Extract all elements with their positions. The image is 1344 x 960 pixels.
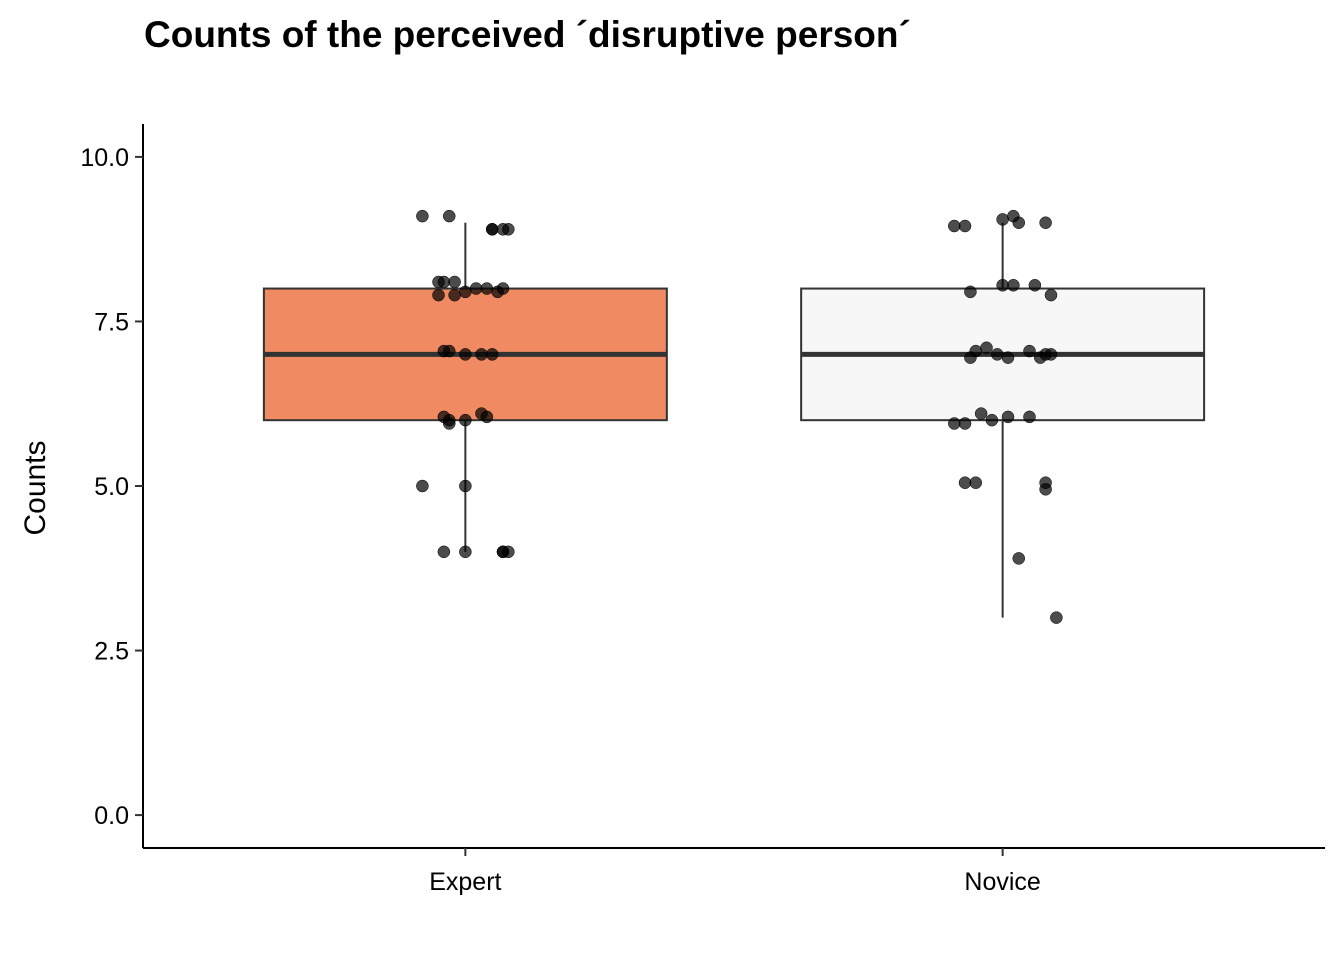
y-tick-label: 10.0 [80,144,129,172]
data-point [948,219,961,233]
data-point [459,348,472,361]
data-point [469,282,483,295]
data-point [459,413,472,427]
data-point [1044,288,1058,302]
data-point [437,275,451,289]
data-point [448,288,461,302]
x-tick-label: Novice [964,868,1040,896]
data-point [496,223,510,236]
data-point [480,410,494,424]
data-point [1001,351,1015,364]
data-point [459,479,472,493]
y-tick-label: 2.5 [94,638,129,666]
jitter-points [416,209,1063,624]
data-point [1028,279,1042,292]
data-point [980,341,993,355]
data-point [958,476,972,489]
y-tick-label: 5.0 [94,473,129,501]
x-tick-label: Expert [429,868,501,896]
data-point [1023,410,1036,424]
data-point [448,275,461,289]
data-point [416,209,429,223]
data-point [485,223,499,236]
data-point [502,545,515,559]
data-point [416,479,429,493]
data-point [437,344,451,358]
data-point [480,282,494,295]
data-point [1007,279,1020,292]
data-point [969,476,983,489]
y-tick-label: 7.5 [94,308,129,336]
data-point [442,209,456,223]
data-point [437,545,451,559]
data-point [432,288,445,302]
data-point [985,413,999,427]
data-point [1039,483,1052,496]
data-point [459,545,472,559]
data-point [1050,611,1063,624]
data-point [958,417,972,430]
data-point [991,348,1004,361]
data-point [974,407,988,420]
data-point [1012,552,1026,565]
data-point [459,285,472,299]
data-point [969,344,983,358]
y-axis-title: Counts [19,440,52,535]
box-expert [262,222,668,552]
data-point [996,279,1009,292]
data-point [491,285,504,299]
data-point [1023,344,1036,358]
y-tick-label: 0.0 [94,802,129,830]
data-point [964,285,977,299]
data-point [442,417,456,430]
tick-labels: 0.0 2.5 5.0 7.5 10.0 Expert Novice [80,144,1041,896]
data-point [958,219,972,233]
data-point [1044,348,1058,361]
data-point [485,348,499,361]
chart-title: Counts of the perceived ´disruptive pers… [144,14,911,55]
data-point [948,417,961,430]
data-point [475,348,488,361]
axes [135,124,1325,856]
data-point [1001,410,1015,424]
boxes [262,222,1206,618]
data-point [996,213,1009,226]
data-point [1012,216,1026,229]
data-point [1039,216,1052,229]
